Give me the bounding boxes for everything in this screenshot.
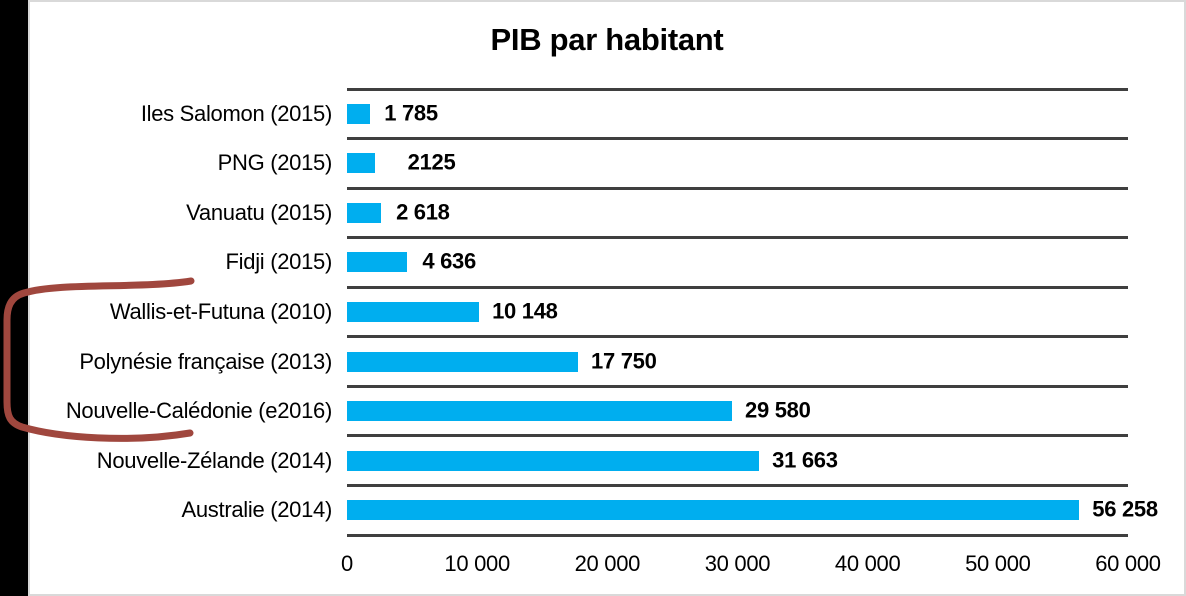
value-label: 31 663 bbox=[772, 447, 838, 473]
category-separator-line bbox=[347, 137, 1128, 141]
bar bbox=[347, 401, 733, 422]
category-separator-line bbox=[347, 483, 1128, 487]
axis-tick-label: 50 000 bbox=[965, 551, 1031, 576]
bar bbox=[347, 500, 1080, 521]
value-label: 2 618 bbox=[396, 199, 450, 225]
value-label: 2125 bbox=[407, 149, 456, 175]
category-label: Nouvelle-Zélande (2014) bbox=[96, 447, 333, 473]
bar bbox=[347, 153, 375, 174]
value-label: 10 148 bbox=[492, 298, 558, 324]
bar bbox=[347, 302, 480, 322]
category-label: Wallis-et-Futuna (2010) bbox=[109, 299, 332, 324]
category-separator-line bbox=[347, 335, 1128, 339]
x-axis-line bbox=[347, 533, 1128, 537]
axis-tick-label: 30 000 bbox=[704, 551, 771, 576]
category-separator-line bbox=[347, 186, 1128, 190]
axis-tick-label: 40 000 bbox=[834, 551, 901, 576]
value-label: 4 636 bbox=[422, 248, 476, 274]
category-label: Nouvelle-Calédonie (e2016) bbox=[65, 398, 332, 424]
category-label: Fidji (2015) bbox=[225, 249, 333, 275]
bar bbox=[347, 202, 382, 223]
category-label: Iles Salomon (2015) bbox=[140, 100, 332, 126]
category-label: Polynésie française (2013) bbox=[79, 348, 332, 374]
axis-tick-label: 10 000 bbox=[444, 551, 510, 576]
category-separator-line bbox=[347, 87, 1128, 91]
category-separator-line bbox=[347, 285, 1128, 289]
axis-tick-label: 0 bbox=[341, 551, 353, 576]
category-label: Vanuatu (2015) bbox=[186, 199, 332, 225]
axis-tick-label: 20 000 bbox=[574, 551, 641, 576]
category-label: PNG (2015) bbox=[217, 150, 333, 176]
value-label: 1 785 bbox=[384, 100, 438, 126]
bar bbox=[347, 450, 760, 471]
bar bbox=[347, 351, 579, 372]
value-label: 56 258 bbox=[1092, 496, 1158, 522]
bar bbox=[347, 103, 371, 124]
axis-tick-label: 60 000 bbox=[1095, 551, 1161, 576]
category-label: Australie (2014) bbox=[181, 497, 333, 523]
bar bbox=[347, 252, 408, 273]
category-separator-line bbox=[347, 384, 1128, 388]
value-label: 17 750 bbox=[591, 348, 657, 374]
hand-drawn-bracket-annotation bbox=[3, 277, 195, 442]
chart-area bbox=[28, 0, 1186, 596]
category-separator-line bbox=[347, 236, 1128, 240]
category-separator-line bbox=[347, 434, 1128, 438]
value-label: 29 580 bbox=[745, 397, 811, 423]
chart-title: PIB par habitant bbox=[490, 22, 724, 57]
